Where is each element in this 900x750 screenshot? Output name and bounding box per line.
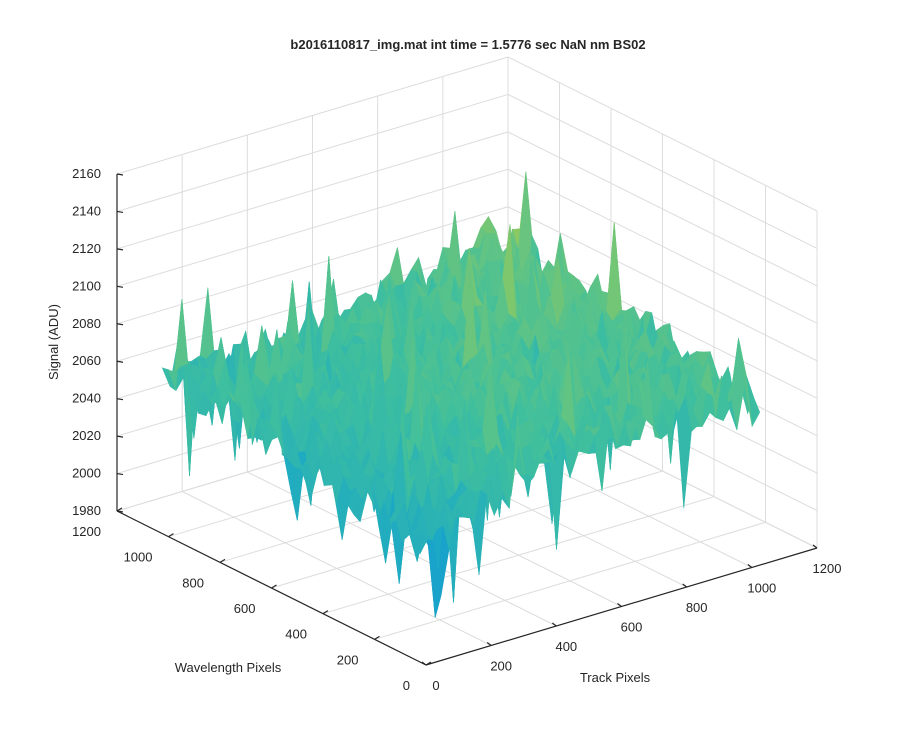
x-tick-label: 800 xyxy=(686,600,708,615)
y-axis-label: Wavelength Pixels xyxy=(175,660,282,675)
z-tick-mark xyxy=(116,398,124,401)
y-tick-label: 1200 xyxy=(72,524,101,539)
z-tick-label: 2120 xyxy=(72,241,101,256)
y-tick-label: 600 xyxy=(234,601,256,616)
z-tick-label: 2080 xyxy=(72,316,101,331)
chart-title: b2016110817_img.mat int time = 1.5776 se… xyxy=(290,37,645,52)
x-tick-mark xyxy=(747,564,753,568)
wall-gridline-z xyxy=(116,168,509,287)
side-gridline-z xyxy=(507,56,818,212)
x-tick-label: 0 xyxy=(432,678,439,693)
x-tick-label: 200 xyxy=(490,659,512,674)
y-tick-label: 1000 xyxy=(124,550,153,565)
z-tick-label: 2140 xyxy=(72,203,101,218)
side-gridline-z xyxy=(507,131,818,287)
side-gridline-z xyxy=(507,93,818,249)
x-tick-mark xyxy=(421,661,427,666)
x-tick-mark xyxy=(551,622,557,627)
z-tick-label: 1980 xyxy=(72,503,101,518)
y-tick-label: 400 xyxy=(285,627,307,642)
z-tick-mark xyxy=(116,210,124,214)
z-tick-mark xyxy=(116,435,124,438)
axes-lines xyxy=(116,173,818,666)
y-tick-mark xyxy=(374,635,380,640)
z-tick-mark xyxy=(116,173,124,176)
y-tick-label: 200 xyxy=(337,652,359,667)
surface-cell xyxy=(419,533,434,554)
z-tick-mark xyxy=(116,285,124,288)
wall-gridline-z xyxy=(116,56,509,175)
side-gridline-z xyxy=(507,206,818,362)
x-tick-mark xyxy=(812,544,818,549)
surface-mesh xyxy=(161,171,761,618)
y-tick-mark xyxy=(271,584,277,589)
z-tick-mark xyxy=(116,472,124,476)
wall-gridline-z xyxy=(116,131,509,250)
x-tick-label: 400 xyxy=(555,639,577,654)
y-tick-mark xyxy=(219,558,226,563)
z-axis-label: Signal (ADU) xyxy=(46,304,61,380)
wall-gridline-z xyxy=(116,93,509,212)
y-tick-mark xyxy=(322,610,329,615)
x-tick-label: 1000 xyxy=(747,581,776,596)
z-tick-label: 2160 xyxy=(72,166,101,181)
x-tick-mark xyxy=(617,603,622,607)
floor-gridline-y xyxy=(271,470,663,589)
z-tick-mark xyxy=(116,510,124,513)
z-tick-label: 2020 xyxy=(72,428,101,443)
z-tick-label: 2060 xyxy=(72,353,101,368)
z-tick-mark xyxy=(116,323,124,326)
floor-gridline-y xyxy=(322,496,715,615)
x-tick-mark xyxy=(682,583,688,588)
floor-gridline-y xyxy=(374,521,766,640)
y-tick-label: 0 xyxy=(403,678,410,693)
tick-labels: 0 200 400 600 800 1000 1200 0 200 400 600 800 1000 12… xyxy=(72,166,841,693)
side-gridline-z xyxy=(507,168,818,324)
z-tick-label: 2000 xyxy=(72,466,101,481)
y-tick-mark xyxy=(168,533,174,538)
z-tick-mark xyxy=(116,248,124,251)
x-tick-label: 600 xyxy=(621,620,643,635)
z-tick-label: 2040 xyxy=(72,391,101,406)
x-axis-label: Track Pixels xyxy=(580,670,651,685)
y-tick-label: 800 xyxy=(182,575,204,590)
x-tick-mark xyxy=(486,642,492,646)
y-tick-mark xyxy=(425,661,432,666)
z-tick-mark xyxy=(116,360,124,363)
y-tick-mark xyxy=(116,507,123,512)
z-tick-label: 2100 xyxy=(72,278,101,293)
x-tick-label: 1200 xyxy=(813,561,842,576)
